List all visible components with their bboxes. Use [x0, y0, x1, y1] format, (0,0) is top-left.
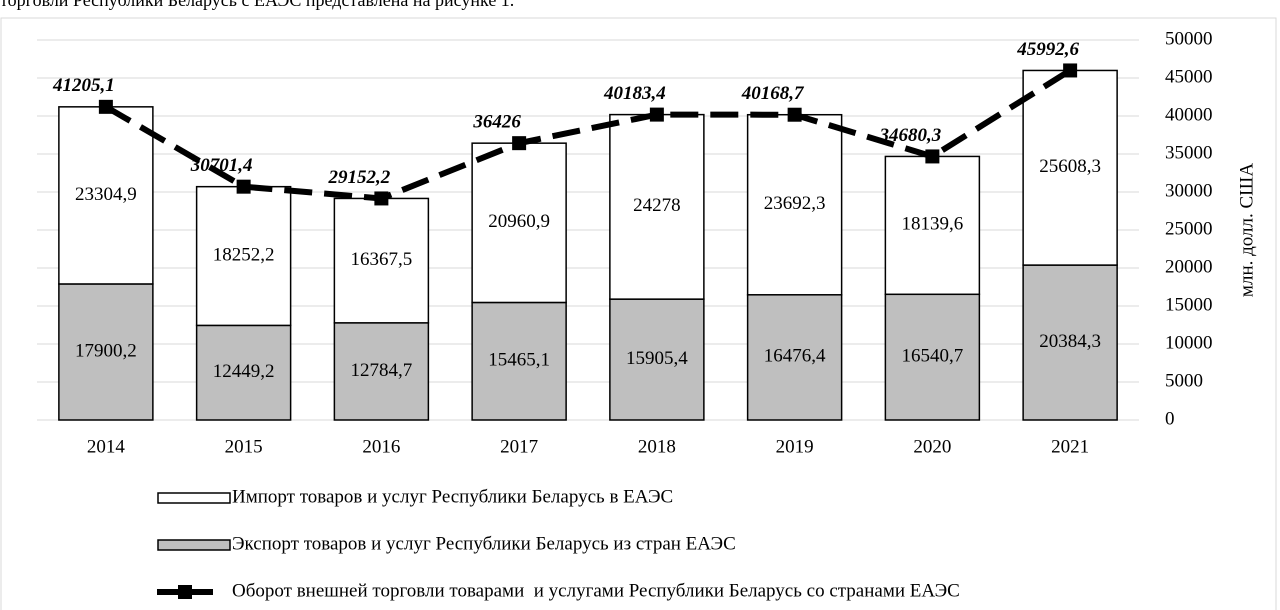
x-tick-label: 2020	[913, 436, 951, 457]
y-tick-label: 20000	[1165, 256, 1213, 277]
legend-swatch	[157, 492, 231, 504]
line-marker	[98, 99, 113, 114]
bar-segment	[471, 142, 567, 304]
bar-segment	[884, 155, 981, 296]
chart-frame	[0, 17, 1277, 610]
data-label: 12449,2	[213, 361, 275, 382]
total-label: 41205,1	[52, 75, 115, 96]
x-tick-label: 2018	[638, 436, 676, 457]
total-label: 36426	[472, 112, 521, 133]
y-tick-label: 50000	[1165, 28, 1213, 49]
bar-segment	[58, 283, 154, 421]
bar-segment	[746, 113, 843, 296]
bar-segment	[58, 106, 154, 285]
bar-segment	[746, 294, 843, 421]
bar-segment	[1022, 264, 1118, 421]
data-label: 16367,5	[351, 249, 413, 270]
bar-segment	[195, 185, 292, 327]
y-tick-label: 35000	[1165, 142, 1213, 163]
x-tick-label: 2016	[362, 436, 400, 457]
total-label: 40168,7	[741, 83, 805, 104]
data-label: 20960,9	[488, 211, 550, 232]
line	[104, 67, 1072, 202]
bar-segment	[609, 113, 705, 300]
y-tick-label: 5000	[1165, 370, 1203, 391]
line-marker	[1063, 63, 1078, 78]
y-tick-label: 30000	[1165, 180, 1213, 201]
legend-marker	[178, 585, 192, 599]
bar-segment	[333, 322, 430, 421]
data-label: 24278	[633, 195, 681, 216]
y-axis-label: млн. долл. США	[1236, 163, 1257, 297]
x-tick-label: 2019	[776, 436, 814, 457]
data-label: 16476,4	[764, 346, 826, 367]
legend-label: Импорт товаров и услуг Республики Белару…	[232, 486, 673, 507]
x-tick-label: 2015	[225, 436, 263, 457]
line-marker	[374, 191, 389, 206]
data-label: 16540,7	[902, 346, 964, 367]
data-label: 25608,3	[1039, 156, 1101, 177]
line-marker	[925, 149, 940, 164]
data-label: 23304,9	[75, 184, 137, 205]
total-label: 40183,4	[603, 83, 666, 104]
legend-label: Оборот внешней торговли товарами и услуг…	[232, 580, 960, 601]
line-marker	[236, 179, 251, 194]
bar-segment	[1022, 69, 1118, 266]
total-label: 30701,4	[190, 155, 253, 176]
total-label: 29152,2	[328, 167, 391, 188]
data-label: 18139,6	[902, 214, 964, 235]
bar-segment	[195, 324, 292, 421]
line-marker	[787, 107, 802, 122]
data-label: 15465,1	[488, 350, 550, 371]
y-tick-label: 40000	[1165, 104, 1213, 125]
data-label: 15905,4	[626, 348, 688, 369]
data-label: 20384,3	[1039, 331, 1101, 352]
bar-segment	[471, 301, 567, 421]
line-marker	[649, 107, 664, 122]
x-tick-label: 2017	[500, 436, 538, 457]
data-label: 23692,3	[764, 193, 826, 214]
total-label: 45992,6	[1016, 39, 1079, 60]
x-tick-label: 2021	[1051, 436, 1089, 457]
data-label: 18252,2	[213, 244, 275, 265]
bar-segment	[884, 293, 981, 421]
line-marker	[512, 136, 527, 151]
y-tick-label: 25000	[1165, 218, 1213, 239]
legend-swatch	[157, 539, 231, 551]
legend-label: Экспорт товаров и услуг Республики Белар…	[232, 533, 736, 554]
data-label: 12784,7	[351, 360, 413, 381]
caption: торговли Республики Беларусь с ЕАЭС пред…	[0, 0, 514, 10]
y-tick-label: 45000	[1165, 66, 1213, 87]
y-tick-label: 15000	[1165, 294, 1213, 315]
data-label: 17900,2	[75, 340, 137, 361]
x-tick-label: 2014	[87, 436, 126, 457]
total-label: 34680,3	[879, 125, 942, 146]
y-tick-label: 10000	[1165, 332, 1213, 353]
y-tick-label: 0	[1165, 408, 1175, 429]
bar-segment	[609, 298, 705, 421]
